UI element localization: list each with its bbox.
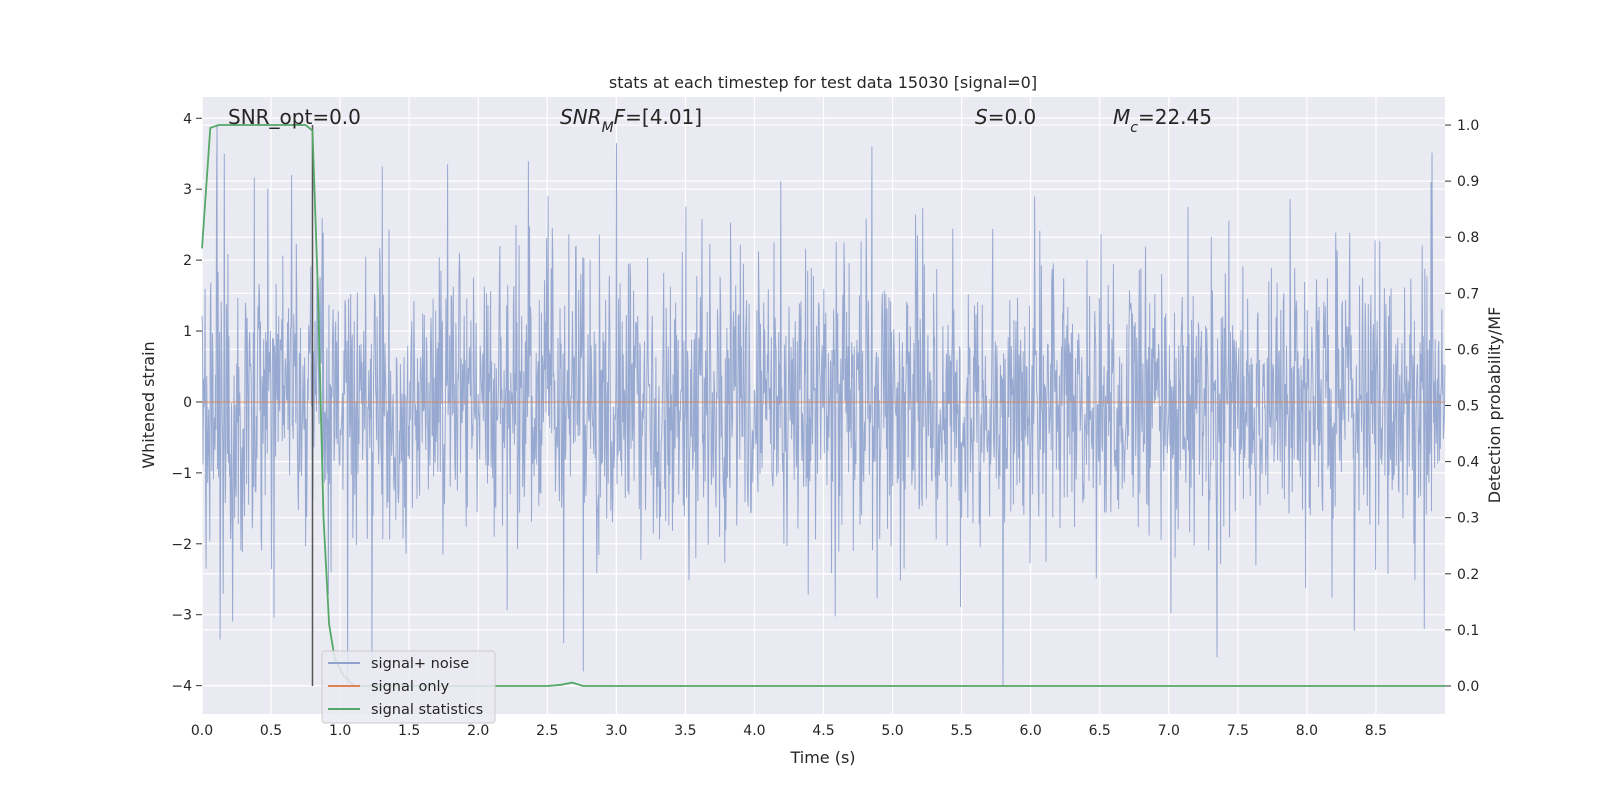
- legend: signal+ noise signal only signal statist…: [321, 650, 496, 724]
- y2-tick-label: 0.8: [1457, 230, 1479, 246]
- annotation-0: SNR_opt=0.0: [228, 105, 361, 129]
- x-tick-label: 2.0: [467, 723, 489, 739]
- x-tick-label: 8.0: [1296, 723, 1318, 739]
- y2-tick-label: 0.0: [1457, 679, 1479, 695]
- legend-label-signal-statistics: signal statistics: [371, 702, 483, 718]
- x-tick-label: 7.0: [1158, 723, 1180, 739]
- y-tick-label: 4: [183, 111, 192, 127]
- x-tick-label: 3.0: [605, 723, 627, 739]
- x-tick-label: 7.5: [1227, 723, 1249, 739]
- x-tick-label: 8.5: [1365, 723, 1387, 739]
- x-tick-label: 6.0: [1020, 723, 1042, 739]
- legend-box: [321, 650, 496, 724]
- annotation-1: SNRMF=[4.01]: [560, 105, 702, 136]
- annotations: SNR_opt=0.0 SNRMF=[4.01] S=0.0 Mc=22.45: [228, 105, 1212, 136]
- y-tick-label: 1: [183, 324, 192, 340]
- signal-plus-noise-series: [201, 125, 1446, 686]
- y2-tick-label: 0.2: [1457, 567, 1479, 583]
- x-tick-label: 0.5: [260, 723, 282, 739]
- y2-tick-label: 0.9: [1457, 174, 1479, 190]
- y2-tick-label: 0.7: [1457, 286, 1479, 302]
- x-tick-label: 4.5: [812, 723, 834, 739]
- annotation-2: S=0.0: [975, 105, 1036, 129]
- x-tick-label: 0.0: [191, 723, 213, 739]
- chart-title: stats at each timestep for test data 150…: [609, 73, 1037, 92]
- y2-tick-label: 1.0: [1457, 118, 1479, 134]
- y-tick-label: −1: [171, 466, 192, 482]
- legend-label-signal-plus-noise: signal+ noise: [371, 656, 469, 672]
- y-tick-label: 0: [183, 395, 192, 411]
- y2-tick-label: 0.6: [1457, 342, 1479, 358]
- x-tick-label: 4.0: [743, 723, 765, 739]
- x-axis-label: Time (s): [789, 748, 855, 767]
- series-signal-plus-noise: [201, 125, 1446, 686]
- y-tick-label: 3: [183, 182, 192, 198]
- x-tick-label: 2.5: [536, 723, 558, 739]
- y2-axis-label: Detection probability/MF: [1485, 307, 1504, 504]
- annotation-3: Mc=22.45: [1113, 105, 1212, 136]
- x-tick-label: 5.0: [881, 723, 903, 739]
- x-tick-label: 1.0: [329, 723, 351, 739]
- y2-tick-label: 0.1: [1457, 623, 1479, 639]
- y-tick-label: 2: [183, 253, 192, 269]
- y2-tick-label: 0.3: [1457, 511, 1479, 527]
- legend-label-signal-only: signal only: [371, 679, 450, 695]
- y-tick-label: −2: [171, 537, 192, 553]
- x-tick-label: 1.5: [398, 723, 420, 739]
- y2-tick-label: 0.4: [1457, 455, 1479, 471]
- y-axis-label: Whitened strain: [139, 341, 158, 468]
- y2-tick-label: 0.5: [1457, 399, 1479, 415]
- y-tick-label: −3: [171, 608, 192, 624]
- y-tick-label: −4: [171, 679, 192, 695]
- x-tick-label: 3.5: [674, 723, 696, 739]
- x-tick-label: 5.5: [950, 723, 972, 739]
- x-tick-label: 6.5: [1089, 723, 1111, 739]
- tick-labels: 0.0 0.5 1.0 1.5 2.0 2.5 3.0 3.5 4.0 4.5 5.0 5.5 6.0 6…: [171, 111, 1479, 739]
